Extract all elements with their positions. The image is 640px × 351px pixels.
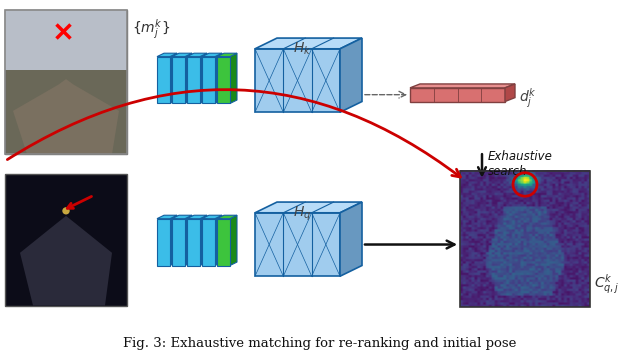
Bar [5, 10, 127, 154]
Polygon shape [20, 216, 112, 305]
Polygon shape [505, 84, 515, 101]
Polygon shape [170, 215, 177, 265]
Text: Fig. 3: Exhaustive matching for re-ranking and initial pose: Fig. 3: Exhaustive matching for re-ranki… [124, 337, 516, 350]
FancyArrowPatch shape [7, 90, 460, 177]
Polygon shape [215, 53, 222, 104]
Bar [5, 174, 127, 305]
Bar [202, 219, 215, 265]
Bar [255, 49, 340, 112]
Bar [460, 171, 590, 307]
Polygon shape [185, 215, 192, 265]
Polygon shape [187, 53, 207, 57]
Polygon shape [202, 53, 222, 57]
Bar [157, 219, 170, 265]
Polygon shape [217, 215, 237, 219]
Polygon shape [200, 215, 207, 265]
Polygon shape [410, 84, 515, 88]
Polygon shape [157, 215, 177, 219]
Circle shape [63, 208, 69, 214]
Polygon shape [172, 215, 192, 219]
Bar [217, 57, 230, 104]
Polygon shape [217, 53, 237, 57]
Polygon shape [187, 215, 207, 219]
Bar [187, 219, 200, 265]
Polygon shape [230, 53, 237, 104]
Bar [157, 57, 170, 104]
Text: Exhaustive
search: Exhaustive search [488, 150, 553, 178]
Polygon shape [202, 215, 222, 219]
Text: $\{m_j^k\}$: $\{m_j^k\}$ [132, 18, 170, 41]
Text: $d_j^k$: $d_j^k$ [519, 86, 537, 110]
Text: $H_q$: $H_q$ [293, 205, 312, 223]
Bar [187, 57, 200, 104]
Polygon shape [185, 53, 192, 104]
Bar [172, 57, 185, 104]
Bar [5, 89, 127, 154]
Bar [255, 213, 340, 276]
Bar [5, 10, 127, 71]
Polygon shape [230, 215, 237, 265]
Polygon shape [13, 79, 119, 154]
Polygon shape [255, 202, 362, 213]
Bar [202, 57, 215, 104]
Bar [217, 219, 230, 265]
Polygon shape [340, 202, 362, 276]
Bar [5, 10, 127, 154]
Polygon shape [340, 38, 362, 112]
Polygon shape [170, 53, 177, 104]
Polygon shape [157, 53, 177, 57]
Polygon shape [215, 215, 222, 265]
Bar [172, 219, 185, 265]
Polygon shape [172, 53, 192, 57]
Text: $C_{q,j}^k$: $C_{q,j}^k$ [594, 272, 620, 296]
Text: $H_k$: $H_k$ [293, 41, 312, 58]
Polygon shape [200, 53, 207, 104]
Polygon shape [255, 38, 362, 49]
Bar [410, 88, 505, 101]
